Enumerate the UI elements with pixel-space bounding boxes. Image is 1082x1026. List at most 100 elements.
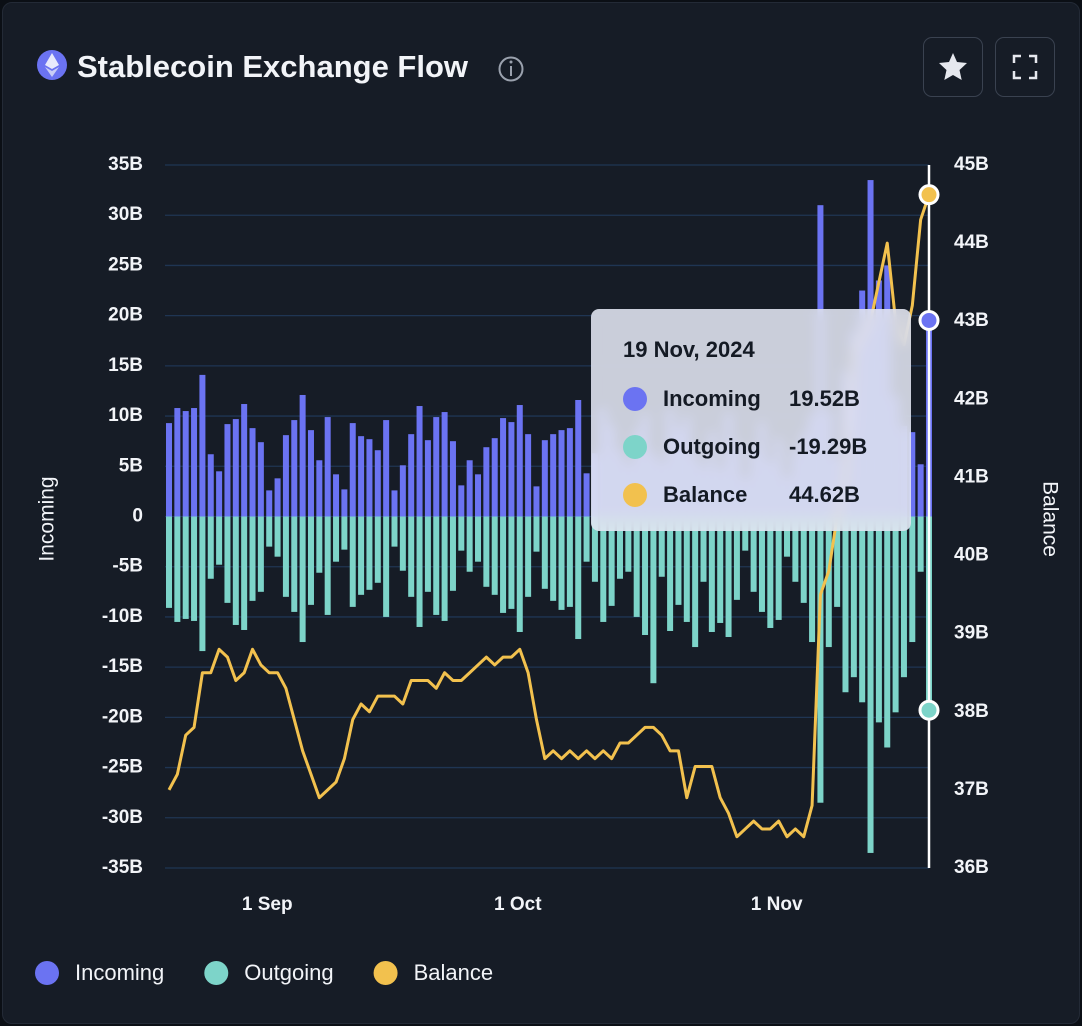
bar	[207, 454, 214, 517]
y2-tick-label: 37B	[954, 779, 989, 800]
bar	[182, 411, 189, 517]
bar	[541, 516, 548, 589]
bar	[383, 516, 390, 617]
legend-swatch	[204, 961, 229, 985]
plot-area: 35B 30B 25B 20B 15B 10B 5B 0 -5B -10B -15B -20B -25B…	[102, 154, 989, 915]
tooltip-row: Outgoing -19.29B	[623, 433, 868, 460]
legend-label: Outgoing	[244, 960, 333, 985]
bar	[182, 516, 189, 619]
bar	[282, 516, 289, 597]
bar	[784, 516, 791, 557]
bar	[850, 516, 857, 678]
y-tick-label: 20B	[108, 305, 143, 326]
bar	[374, 516, 381, 583]
bar	[433, 516, 440, 615]
bar	[291, 516, 298, 612]
bar	[825, 516, 832, 648]
bar	[900, 516, 907, 678]
info-icon[interactable]	[498, 56, 524, 82]
tooltip-value: 19.52B	[789, 386, 860, 412]
bar	[257, 442, 264, 517]
tooltip-dot	[623, 483, 647, 508]
x-tick-label: 1 Sep	[242, 894, 293, 915]
bar	[616, 516, 623, 579]
bar	[533, 486, 540, 517]
bar	[558, 516, 565, 610]
bar	[174, 516, 181, 622]
bar	[199, 374, 206, 517]
y-tick-label: 10B	[108, 405, 143, 426]
bar	[867, 516, 874, 853]
bar	[600, 516, 607, 622]
bar	[333, 474, 340, 517]
bar	[166, 423, 172, 517]
bar	[341, 489, 348, 517]
bar	[550, 516, 557, 601]
bar	[366, 516, 373, 590]
bar	[458, 516, 465, 551]
bar	[257, 516, 264, 592]
bar	[717, 516, 724, 623]
y2-axis-title: Balance	[1038, 481, 1061, 557]
fullscreen-icon	[1012, 54, 1038, 80]
bar	[708, 516, 715, 632]
legend-label: Balance	[414, 960, 494, 985]
tooltip-series-name: Outgoing	[663, 434, 761, 460]
bar	[358, 436, 365, 517]
balance-line	[167, 194, 931, 839]
bar	[383, 420, 390, 517]
tooltip-value: -19.29B	[789, 434, 868, 460]
bar	[541, 440, 548, 517]
bar	[324, 516, 331, 615]
bar	[391, 516, 398, 547]
bar	[249, 428, 256, 517]
bar	[817, 516, 824, 803]
bar	[800, 516, 807, 603]
bar	[809, 516, 816, 643]
bar	[633, 516, 640, 617]
y-tick-label: 5B	[119, 455, 143, 476]
bar	[424, 440, 431, 517]
bar	[433, 417, 440, 517]
bar	[191, 516, 198, 621]
bar	[399, 516, 406, 571]
y2-tick-label: 38B	[954, 701, 989, 722]
bar	[583, 473, 590, 517]
bar	[241, 516, 248, 630]
bar	[558, 430, 565, 517]
legend-swatch	[35, 961, 59, 985]
y-tick-label: 25B	[108, 254, 143, 275]
bar	[466, 516, 473, 572]
bar	[316, 460, 323, 517]
bar	[566, 428, 573, 517]
bar	[575, 516, 582, 640]
fullscreen-button[interactable]	[995, 37, 1055, 97]
bar	[199, 516, 206, 652]
favorite-button[interactable]	[923, 37, 983, 97]
bar	[583, 516, 590, 562]
tooltip-dot	[623, 387, 647, 412]
star-icon	[939, 53, 967, 80]
bar	[566, 516, 573, 607]
bar	[733, 516, 740, 600]
y-tick-label: -25B	[102, 757, 143, 778]
bar	[416, 406, 423, 517]
tooltip-value: 44.62B	[789, 482, 860, 508]
bar	[491, 516, 498, 595]
bar	[191, 408, 198, 517]
y-tick-label: -5B	[112, 556, 143, 577]
bar	[917, 464, 924, 517]
crosshair-dot	[918, 699, 940, 721]
bar	[274, 478, 281, 517]
bar	[875, 516, 882, 723]
bar	[516, 405, 523, 517]
bar	[333, 516, 340, 562]
bar	[399, 465, 406, 517]
y2-tick-label: 41B	[954, 466, 989, 487]
bar	[266, 516, 273, 547]
y-tick-label: 15B	[108, 355, 143, 376]
bar	[533, 516, 540, 552]
bar	[575, 400, 582, 517]
crosshair-dot	[918, 309, 940, 331]
